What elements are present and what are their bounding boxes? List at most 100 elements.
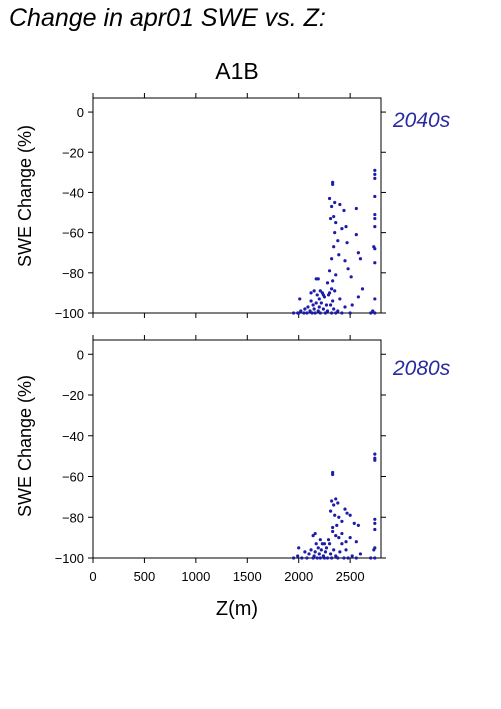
data-point [373, 452, 377, 456]
data-point [335, 523, 339, 528]
data-point [373, 224, 377, 229]
data-point [373, 311, 377, 315]
data-point [308, 309, 312, 313]
data-point [338, 550, 342, 554]
data-point [327, 196, 332, 201]
data-point [354, 540, 358, 544]
data-point [356, 295, 360, 299]
x-tick-label: 1000 [181, 569, 210, 584]
data-point [310, 311, 314, 315]
data-point [317, 297, 321, 301]
data-point [373, 247, 377, 251]
data-point [319, 548, 323, 552]
data-point [318, 311, 322, 315]
data-point [337, 253, 341, 257]
data-point [373, 212, 377, 217]
x-tick-label: 500 [134, 569, 156, 584]
data-point [316, 546, 320, 550]
data-point [309, 291, 313, 295]
data-point [345, 511, 349, 515]
y-axis-label-2080s: SWE Change (%) [15, 375, 35, 517]
data-point [356, 523, 360, 528]
data-point [373, 261, 377, 265]
data-point [373, 458, 377, 462]
data-point [329, 552, 333, 556]
y-tick-label: −40 [62, 429, 84, 444]
data-point [312, 307, 316, 311]
data-point [302, 311, 306, 315]
data-point [333, 513, 337, 517]
data-point [325, 309, 330, 313]
data-point [327, 542, 332, 546]
data-point [343, 259, 347, 263]
data-point [333, 200, 337, 205]
data-point [316, 309, 320, 313]
panel-2040s: 0 −20 −40 −60 −80 −100 SWE Change (%) 2040s [15, 93, 451, 321]
data-point [334, 311, 338, 315]
x-axis-label: Z(m) [216, 598, 258, 620]
data-point [373, 194, 377, 199]
data-point [297, 546, 301, 550]
data-point [349, 275, 353, 279]
data-point [350, 303, 354, 307]
data-point [331, 279, 335, 283]
scatter-points-2040s [291, 168, 377, 315]
data-point [318, 538, 322, 542]
data-point [329, 216, 333, 221]
data-point [373, 176, 377, 180]
x-tick-label: 1500 [233, 569, 262, 584]
data-point [337, 536, 341, 540]
y-tick-label: 0 [77, 347, 84, 362]
data-point [334, 273, 338, 277]
data-point [332, 245, 336, 249]
data-point [334, 554, 338, 558]
data-point [331, 525, 335, 530]
data-point [369, 556, 373, 560]
data-point [325, 556, 330, 560]
y-ticks-2080s: 0 −20 −40 −60 −80 −100 [55, 347, 386, 566]
data-point [330, 556, 334, 560]
data-point [331, 472, 335, 477]
x-ticks-2080s: 0 500 1000 1500 2000 2500 [89, 335, 365, 584]
data-point [333, 231, 337, 235]
data-point [314, 542, 318, 546]
data-point [319, 301, 323, 305]
x-tick-label: 0 [89, 569, 96, 584]
data-point [373, 521, 377, 525]
plot-frame-2080s [92, 339, 382, 559]
panel-2080s: 0 −20 −40 −60 −80 −100 0 500 1000 1500 2000 2500 S… [15, 335, 451, 620]
data-point [337, 515, 341, 519]
data-point [334, 220, 338, 225]
data-point [332, 548, 336, 552]
data-point [323, 550, 328, 554]
data-point [340, 542, 344, 546]
data-point [373, 168, 377, 172]
data-point [344, 224, 348, 229]
data-point [348, 311, 352, 315]
data-point [315, 556, 319, 560]
data-point [373, 527, 377, 532]
data-point [336, 309, 340, 313]
x-ticks-2040s [92, 93, 351, 318]
data-point [325, 281, 330, 285]
y-tick-label: −20 [62, 145, 84, 160]
data-point [340, 227, 344, 231]
data-point [329, 303, 333, 307]
data-point [340, 311, 344, 315]
y-tick-label: −100 [55, 551, 84, 566]
period-label-2040s: 2040s [392, 109, 451, 132]
data-point [333, 289, 337, 293]
data-point [330, 257, 334, 261]
data-point [303, 550, 307, 554]
data-point [324, 546, 329, 550]
data-point [312, 554, 316, 558]
data-point [314, 301, 318, 305]
data-point [334, 533, 338, 538]
data-point [323, 311, 328, 315]
data-point [330, 499, 334, 503]
data-point [338, 297, 342, 301]
data-point [331, 529, 335, 534]
data-point [326, 293, 331, 297]
data-point [305, 311, 309, 315]
data-point [373, 172, 377, 176]
